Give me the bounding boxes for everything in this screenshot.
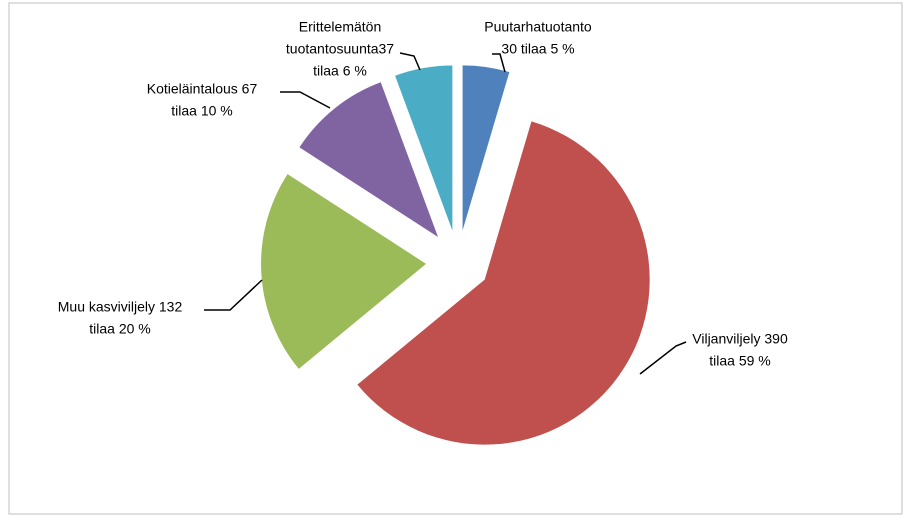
leader-line (399, 52, 421, 71)
pie-slice (462, 65, 510, 231)
leader-line (280, 91, 331, 109)
leader-line (492, 53, 506, 73)
data-label: tilaa 20 % (89, 321, 150, 337)
leader-line (204, 279, 263, 311)
data-label: tilaa 10 % (171, 103, 232, 119)
data-label: 30 tilaa 5 % (501, 41, 574, 57)
pie-slice (357, 121, 650, 445)
pie-slice (299, 82, 438, 238)
data-label: tuotantosuunta37 (286, 41, 394, 57)
data-label: tilaa 59 % (709, 353, 770, 369)
data-label: Viljanviljely 390 (692, 331, 788, 347)
data-label: tilaa 6 % (313, 63, 367, 79)
data-label: Puutarhatuotanto (484, 19, 592, 35)
data-label: Muu kasviviljely 132 (58, 299, 183, 315)
data-label: Kotieläintalous 67 (147, 81, 258, 97)
leader-line (639, 341, 687, 375)
pie-slice (261, 174, 427, 369)
data-label: Erittelemätön (299, 19, 381, 35)
pie-slice (395, 65, 453, 231)
